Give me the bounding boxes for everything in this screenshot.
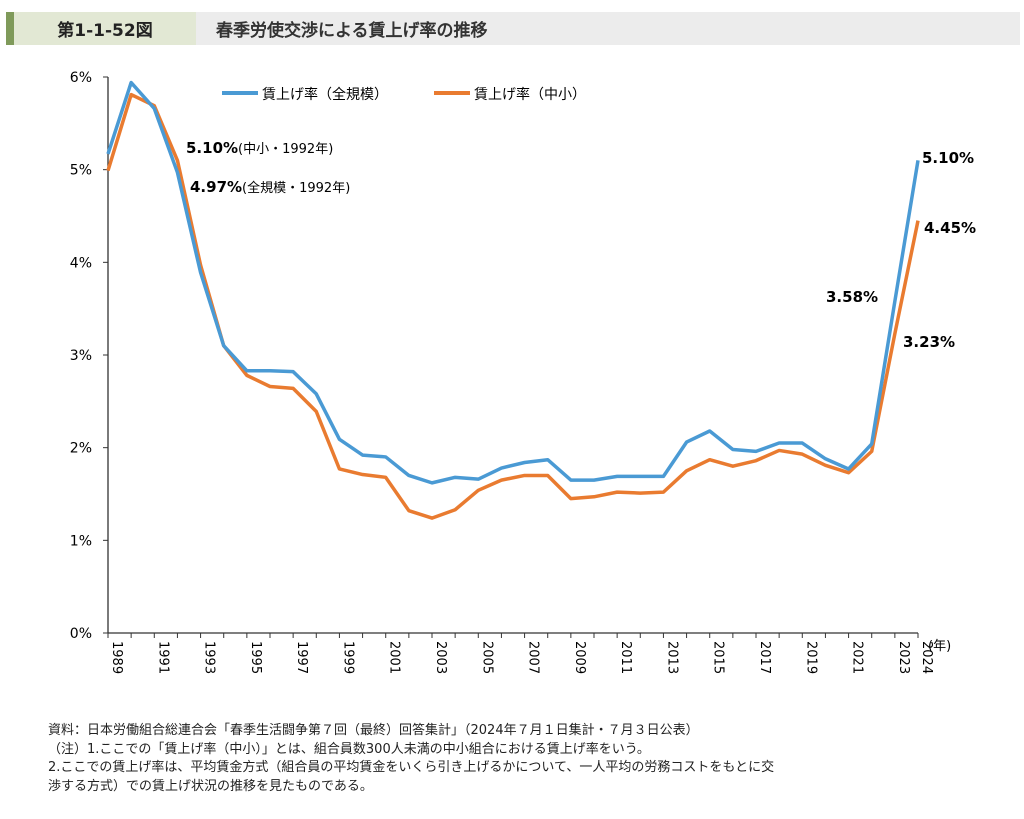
- x-tick-label: 1995: [248, 641, 263, 674]
- x-tick-label: 2024: [919, 641, 934, 674]
- note-1: （注）1.ここでの「賃上げ率（中小）」とは、組合員数300人未満の中小組合におけ…: [48, 741, 650, 757]
- x-tick-label: 2019: [803, 641, 818, 674]
- series-line-0: [106, 80, 920, 485]
- note-2: 2.ここでの賃上げ率は、平均賃金方式（組合員の平均賃金をいくら引き上げるかについ…: [48, 760, 775, 775]
- annotation-value: 5.10%: [186, 139, 238, 157]
- y-tick-label: 3%: [70, 348, 92, 364]
- title-accent: [6, 12, 14, 45]
- source-note: 資料：日本労働組合総連合会「春季生活闘争第７回（最終）回答集計」（2024年７月…: [48, 723, 699, 738]
- y-tick-label: 6%: [70, 70, 92, 86]
- series-line-1: [106, 92, 920, 520]
- legend-label-sme: 賃上げ率（中小）: [474, 86, 586, 103]
- x-tick-label: 2011: [618, 641, 633, 674]
- svg-text:5.10%(中小・1992年): 5.10%(中小・1992年): [186, 139, 333, 157]
- annotation-value: 4.97%: [190, 178, 242, 196]
- annotation-note: (全規模・1992年): [242, 180, 350, 196]
- x-axis-unit: (年): [928, 639, 951, 654]
- x-tick-label: 1989: [109, 641, 124, 674]
- x-tick-label: 2007: [526, 641, 541, 674]
- annotation-value: 4.45%: [924, 219, 976, 237]
- x-tick-label: 2013: [664, 641, 679, 674]
- annotation-note: (中小・1992年): [238, 142, 333, 157]
- annotation-value: 3.58%: [826, 288, 878, 306]
- note-2-cont: 渉する方式）での賃上げ状況の推移を見たものである。: [48, 778, 373, 794]
- y-tick-label: 4%: [70, 255, 92, 271]
- legend-label-all: 賃上げ率（全規模）: [262, 86, 388, 103]
- x-tick-label: 2001: [387, 641, 402, 674]
- figure-number: 第1-1-52図: [14, 12, 196, 45]
- x-tick-label: 1991: [155, 641, 170, 674]
- y-tick-label: 5%: [70, 163, 92, 179]
- x-tick-label: 2005: [479, 641, 494, 674]
- line-chart: 0% 1% 2% 3% 4% 5% 6% 1989 1991 1993 1995 1997 1999 20…: [70, 70, 976, 674]
- notes: 資料：日本労働組合総連合会「春季生活闘争第７回（最終）回答集計」（2024年７月…: [48, 722, 774, 796]
- y-tick-label: 1%: [70, 533, 92, 549]
- title-bar: 第1-1-52図 春季労使交渉による賃上げ率の推移: [6, 12, 1020, 45]
- x-tick-label: 1997: [294, 641, 309, 674]
- x-tick-label: 1993: [202, 641, 217, 674]
- x-tick-label: 1999: [340, 641, 355, 674]
- x-tick-label: 2023: [896, 641, 911, 674]
- annotation-value: 3.23%: [903, 333, 955, 351]
- x-tick-label: 2003: [433, 641, 448, 674]
- x-tick-label: 2009: [572, 641, 587, 674]
- x-tick-label: 2017: [757, 641, 772, 674]
- x-tick-label: 2015: [711, 641, 726, 674]
- legend: 賃上げ率（全規模） 賃上げ率（中小）: [222, 86, 586, 103]
- x-tick-label: 2021: [850, 641, 865, 674]
- svg-text:4.97%(全規模・1992年): 4.97%(全規模・1992年): [190, 178, 350, 196]
- y-tick-label: 0%: [70, 626, 92, 642]
- annotation-value: 5.10%: [922, 149, 974, 167]
- chart-title: 春季労使交渉による賃上げ率の推移: [216, 21, 488, 41]
- y-tick-label: 2%: [70, 441, 92, 457]
